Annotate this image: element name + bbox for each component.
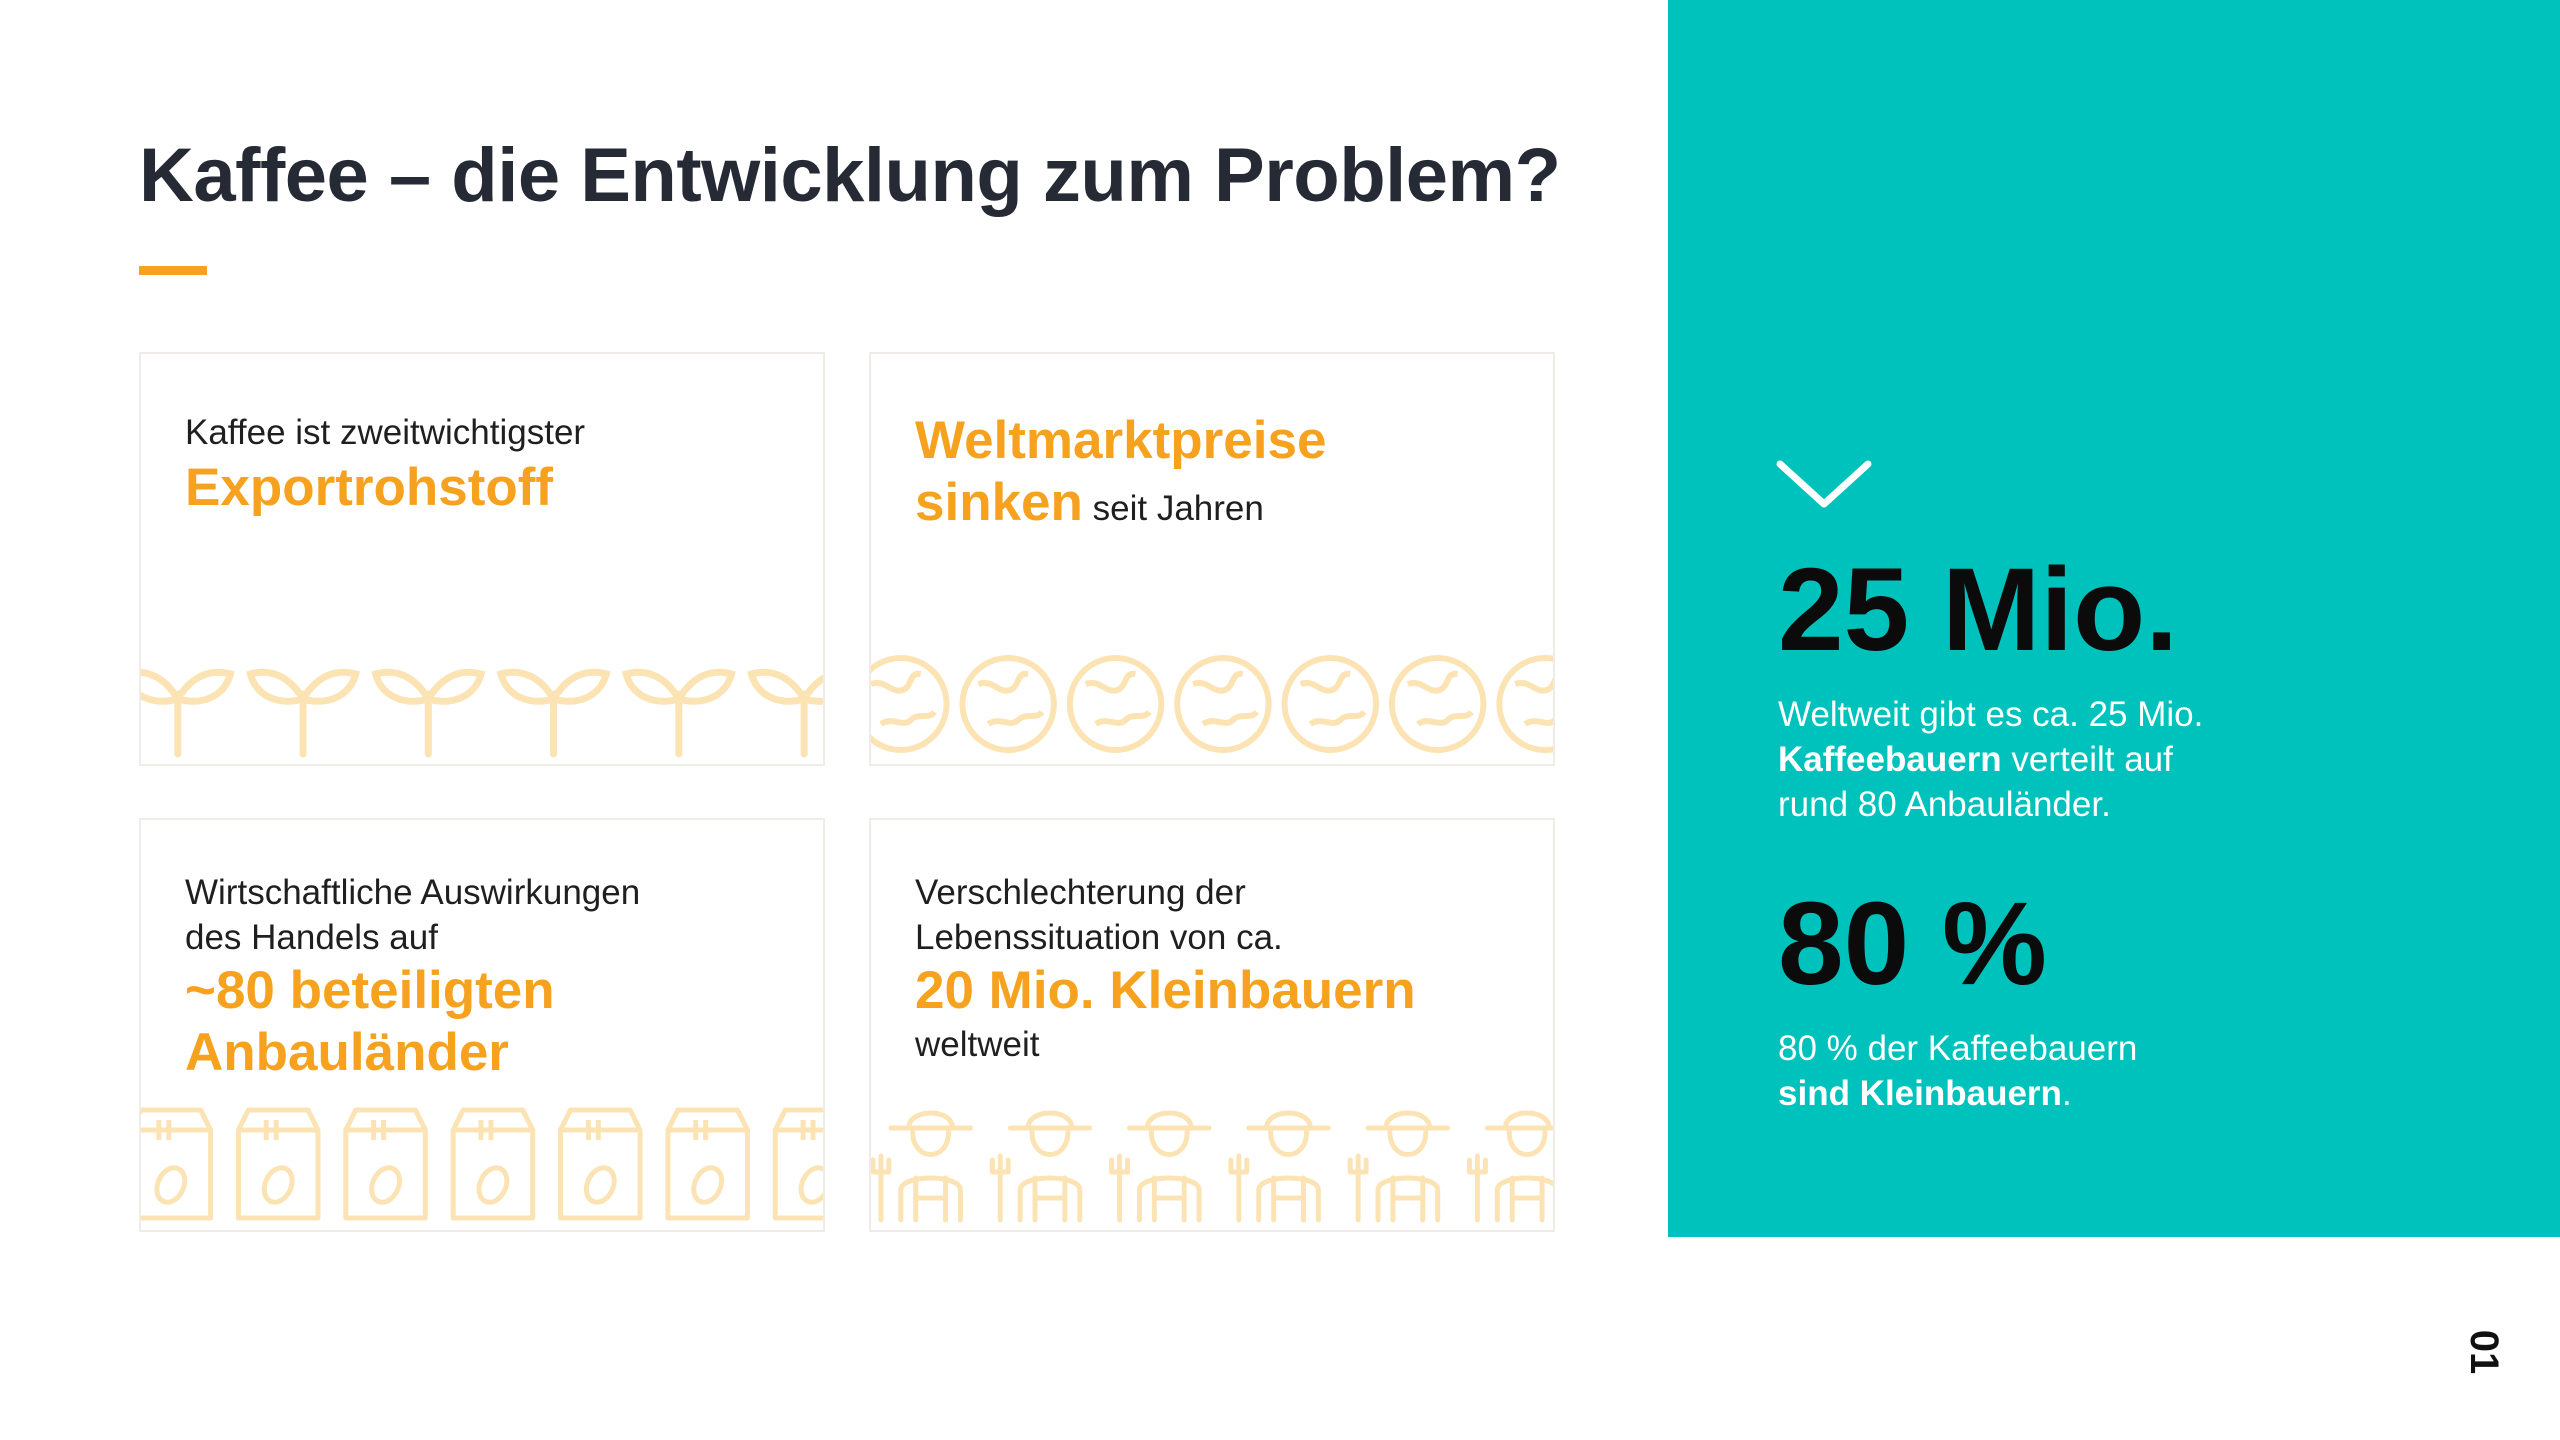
- farmer-icon: [1228, 1110, 1331, 1223]
- card-countries-highlight-2: Anbauländer: [185, 1023, 509, 1082]
- stat-smallholders-tail: .: [2061, 1074, 2072, 1113]
- chevron-down-icon: [1776, 460, 1872, 508]
- plant-sprout-icon: [246, 668, 361, 758]
- stat-farmers-bold: Kaffeebauern: [1778, 740, 2002, 779]
- card-countries-intro-2: des Handels auf: [185, 918, 438, 957]
- card-smallholders-intro-2: Lebenssituation von ca.: [915, 918, 1283, 957]
- globe-icon: [959, 655, 1057, 753]
- plant-sprout-icon: [141, 668, 235, 758]
- coffee-bag-icon: [343, 1107, 428, 1221]
- card-countries-highlight-1: ~80 beteiligten: [185, 961, 555, 1020]
- stat-farmers-line-3: rund 80 Anbauländer.: [1778, 785, 2111, 824]
- farmer-icon: [871, 1110, 973, 1223]
- globe-icon-row: [871, 655, 1553, 753]
- stat-farmers-line-1: Weltweit gibt es ca. 25 Mio.: [1778, 695, 2204, 734]
- stats-panel: 25 Mio. Weltweit gibt es ca. 25 Mio. Kaf…: [1668, 0, 2560, 1237]
- plant-sprout-icon: [496, 668, 611, 758]
- farmer-icon: [1467, 1110, 1553, 1223]
- stat-smallholders-line-1: 80 % der Kaffeebauern: [1778, 1029, 2138, 1068]
- card-smallholders-intro-1: Verschlechterung der: [915, 873, 1246, 912]
- coffee-bag-icon: [450, 1107, 536, 1221]
- card-smallholders-highlight: 20 Mio. Kleinbauern: [915, 961, 1416, 1020]
- stat-farmers-value: 25 Mio.: [1778, 544, 2178, 676]
- coffee-bag-icon: [141, 1107, 214, 1221]
- coffee-bag-icon: [558, 1107, 643, 1221]
- title-underline: [139, 266, 207, 275]
- plant-sprout-icon: [747, 668, 823, 758]
- globe-icon: [1174, 655, 1272, 753]
- card-prices-highlight-2: sinken: [915, 473, 1083, 532]
- stat-farmers-description: Weltweit gibt es ca. 25 Mio. Kaffeebauer…: [1778, 692, 2298, 827]
- card-countries-intro-1: Wirtschaftliche Auswirkungen: [185, 873, 641, 912]
- card-smallholders: Verschlechterung der Lebenssituation von…: [869, 818, 1555, 1232]
- coffee-bag-icon: [665, 1107, 750, 1221]
- card-countries: Wirtschaftliche Auswirkungen des Handels…: [139, 818, 825, 1232]
- globe-icon: [1496, 655, 1553, 753]
- card-export-intro: Kaffee ist zweitwichtigster: [185, 413, 586, 452]
- globe-icon: [871, 655, 950, 753]
- card-prices-suffix: seit Jahren: [1082, 489, 1264, 528]
- card-export: Kaffee ist zweitwichtigster Exportrohsto…: [139, 352, 825, 766]
- globe-icon: [1281, 655, 1380, 753]
- stat-smallholders-description: 80 % der Kaffeebauern sind Kleinbauern.: [1778, 1026, 2298, 1116]
- plant-sprout-icon: [621, 668, 736, 758]
- farmer-icon-row: [871, 1110, 1553, 1223]
- coffee-bag-icon: [772, 1107, 823, 1221]
- slide-title: Kaffee – die Entwicklung zum Problem?: [139, 133, 1561, 218]
- farmer-icon: [1109, 1110, 1212, 1223]
- page-number: 01: [2462, 1329, 2506, 1375]
- stat-smallholders-value: 80 %: [1778, 878, 2047, 1010]
- coffee-bag-icon: [235, 1107, 321, 1221]
- plant-sprout-icon-row: [141, 668, 823, 758]
- stat-farmers-line-2: verteilt auf: [2001, 740, 2173, 779]
- plant-sprout-icon: [371, 668, 486, 758]
- card-prices: Weltmarktpreise sinken seit Jahren: [869, 352, 1555, 766]
- card-smallholders-suffix: weltweit: [915, 1025, 1040, 1064]
- globe-icon: [1066, 655, 1165, 753]
- card-export-highlight: Exportrohstoff: [185, 458, 554, 517]
- card-prices-highlight-1: Weltmarktpreise: [915, 411, 1327, 470]
- stat-smallholders-bold: sind Kleinbauern: [1778, 1074, 2062, 1113]
- coffee-bag-icon-row: [141, 1107, 823, 1221]
- farmer-icon: [989, 1110, 1093, 1223]
- farmer-icon: [1347, 1110, 1451, 1223]
- globe-icon: [1388, 655, 1487, 753]
